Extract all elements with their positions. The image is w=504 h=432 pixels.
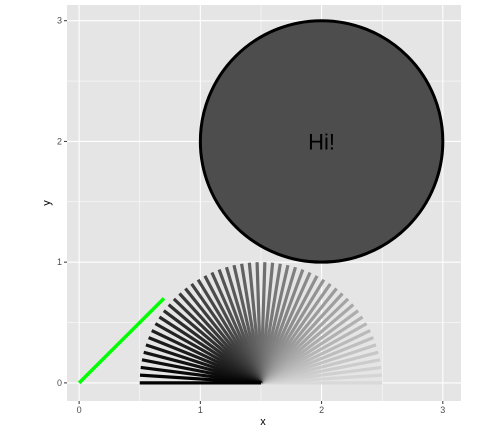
circle-label: Hi! <box>308 129 335 154</box>
plot-marks: Hi! <box>77 19 445 385</box>
y-tick-label: 0 <box>57 378 62 388</box>
y-tick-label: 3 <box>57 16 62 26</box>
circle-shape <box>198 19 445 264</box>
y-tick-label: 1 <box>57 257 62 267</box>
x-tick-label: 0 <box>77 405 82 415</box>
green-segment <box>77 297 166 385</box>
x-axis-title: x <box>260 416 266 428</box>
axis-ticks: 0 1 2 3 0 1 2 3 <box>57 16 445 415</box>
x-tick-label: 3 <box>440 405 445 415</box>
y-axis-title: y <box>41 200 53 206</box>
x-tick-label: 1 <box>198 405 203 415</box>
y-tick-label: 2 <box>57 136 62 146</box>
x-tick-label: 2 <box>319 405 324 415</box>
